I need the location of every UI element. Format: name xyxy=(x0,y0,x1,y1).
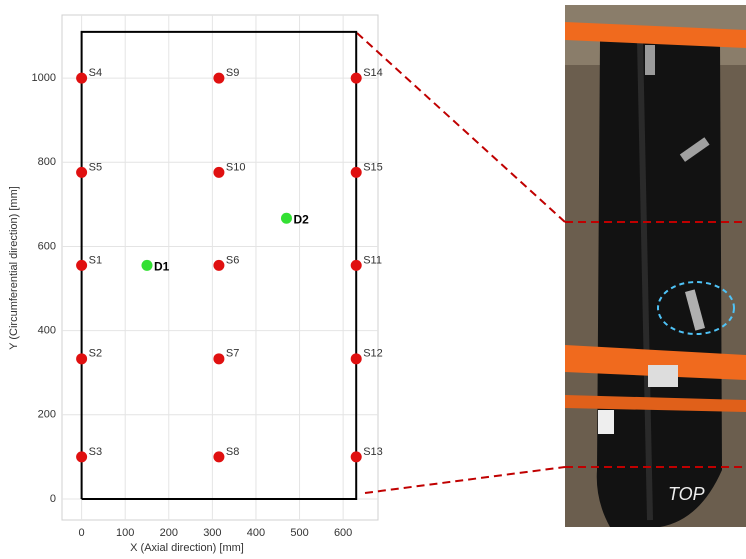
point xyxy=(76,260,87,271)
x-tick-label: 500 xyxy=(290,527,308,539)
point-label: S14 xyxy=(363,67,383,79)
point xyxy=(213,260,224,271)
y-tick-label: 200 xyxy=(38,409,56,421)
point-label: S5 xyxy=(89,161,102,173)
x-tick-label: 300 xyxy=(203,527,221,539)
point-label: S6 xyxy=(226,254,239,266)
point-label: S13 xyxy=(363,446,383,458)
photo-annotation: TOP xyxy=(668,484,705,504)
point xyxy=(213,353,224,364)
tape xyxy=(598,410,614,434)
x-tick-label: 200 xyxy=(160,527,178,539)
point-label: S12 xyxy=(363,348,383,360)
point-label: D2 xyxy=(293,212,309,226)
photo: TOP xyxy=(565,5,746,527)
y-tick-label: 400 xyxy=(38,325,56,337)
point xyxy=(351,73,362,84)
y-axis-label: Y (Circumferential direction) [mm] xyxy=(8,186,20,350)
point-label: S10 xyxy=(226,161,246,173)
point-label: S15 xyxy=(363,161,383,173)
point xyxy=(76,73,87,84)
point-label: S1 xyxy=(89,254,102,266)
x-tick-label: 400 xyxy=(247,527,265,539)
tank xyxy=(597,30,722,527)
point xyxy=(76,353,87,364)
point-label: S3 xyxy=(89,446,102,458)
point-label: S9 xyxy=(226,67,239,79)
tape xyxy=(648,365,678,387)
point xyxy=(351,353,362,364)
point-label: S11 xyxy=(363,254,382,266)
point xyxy=(141,260,152,271)
point xyxy=(76,167,87,178)
point-label: S4 xyxy=(89,67,102,79)
figure: X (Axial direction) [mm] Y (Circumferent… xyxy=(0,0,746,554)
point xyxy=(213,167,224,178)
point-label: S8 xyxy=(226,446,239,458)
point xyxy=(351,260,362,271)
sensor-rod xyxy=(645,45,655,75)
point-label: S2 xyxy=(89,348,102,360)
x-tick-label: 0 xyxy=(79,527,85,539)
y-tick-label: 0 xyxy=(50,493,56,505)
x-axis-label: X (Axial direction) [mm] xyxy=(130,542,244,554)
point xyxy=(213,451,224,462)
y-tick-label: 1000 xyxy=(32,72,56,84)
point xyxy=(213,73,224,84)
x-tick-label: 600 xyxy=(334,527,352,539)
y-tick-label: 600 xyxy=(38,240,56,252)
point xyxy=(76,451,87,462)
point-label: D1 xyxy=(154,260,170,274)
point xyxy=(351,451,362,462)
point-label: S7 xyxy=(226,348,239,360)
point xyxy=(351,167,362,178)
point xyxy=(281,213,292,224)
y-tick-label: 800 xyxy=(38,156,56,168)
connector xyxy=(365,467,565,493)
connector xyxy=(357,33,565,222)
x-tick-label: 100 xyxy=(116,527,134,539)
